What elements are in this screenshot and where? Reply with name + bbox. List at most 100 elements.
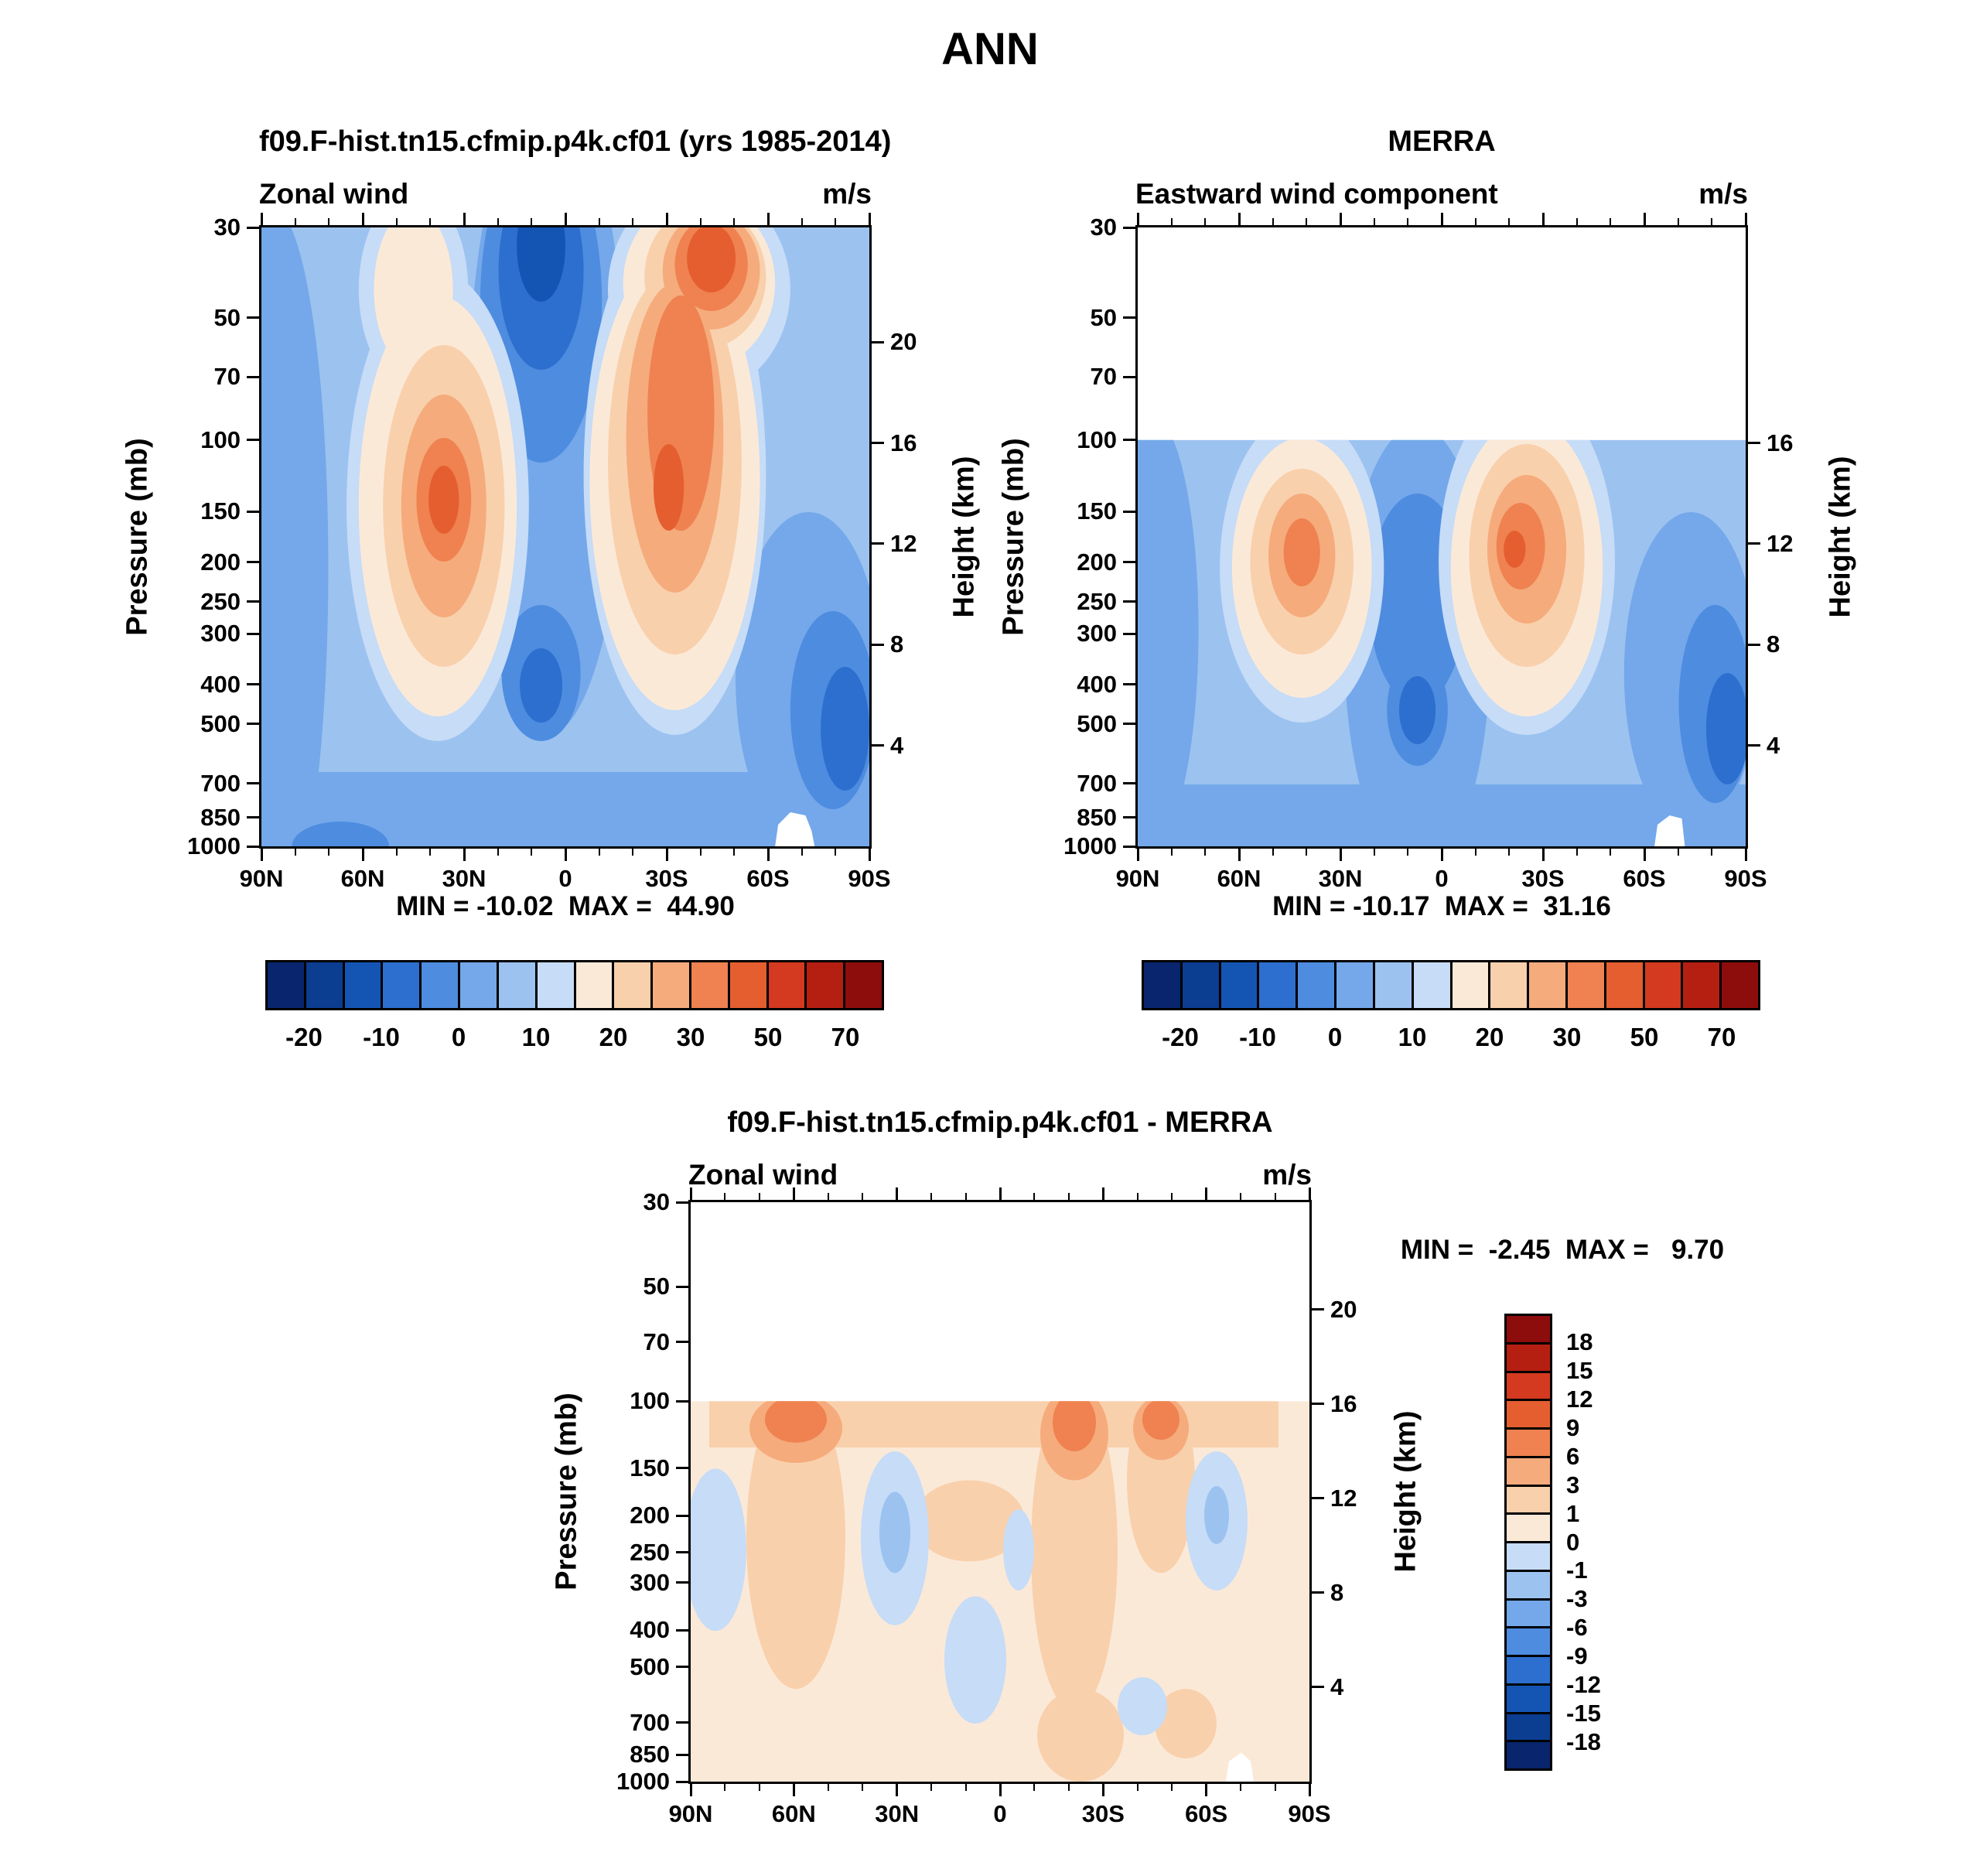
lat-tick-bottom [1610,849,1612,856]
pressure-tick [247,510,259,513]
lat-tick-bottom [835,849,837,856]
lat-tick-top [1240,1193,1242,1200]
height-tick-label: 12 [1767,529,1794,557]
pressure-tick-label: 1000 [1063,832,1117,859]
lat-tick-top [294,218,296,225]
lat-tick-bottom [1407,849,1409,856]
lat-tick-label: 60N [340,865,385,892]
height-tick-label: 12 [1330,1484,1357,1512]
merra-contour-field [1138,439,1746,846]
pressure-tick [1123,510,1135,513]
lat-tick-label: 60N [1217,865,1261,892]
lat-tick-bottom [689,1784,692,1796]
diff-min-max: MIN = -2.45 MAX = 9.70 [1400,1235,1725,1265]
merra-panel-title: MERRA [1388,125,1496,158]
lat-tick-bottom [999,1784,1002,1796]
merra-units-label: m/s [1698,178,1748,210]
colorbar-cell [1259,962,1299,1008]
colorbar-tick-label: 15 [1566,1356,1593,1384]
colorbar-tick-label: -20 [1162,1023,1199,1051]
pressure-tick-label: 150 [200,497,241,525]
lat-tick-bottom [896,1784,899,1796]
lat-tick-top [497,218,499,225]
lat-tick-bottom [1204,849,1207,856]
pressure-tick [1123,600,1135,603]
lat-tick-bottom [1474,849,1476,856]
colorbar-tick-label: 30 [676,1023,705,1051]
colorbar-cell [460,962,499,1008]
difference-colorbar-labels: 18 15 12 9 6 3 1 0 -1 -3 -6 -9 -12 -15 -18 [1566,1314,1651,1771]
lat-tick-top [1440,213,1443,225]
colorbar-tick-label: -15 [1566,1700,1601,1727]
pressure-tick [1123,439,1135,442]
lat-tick-bottom [1272,849,1274,856]
colorbar-tick-label: 10 [521,1023,551,1051]
pressure-tick-label: 250 [630,1538,670,1566]
lat-tick-label: 90S [1288,1800,1331,1827]
lat-tick-bottom [632,849,634,856]
pressure-tick-label: 300 [1077,620,1117,648]
colorbar-tick-label: 10 [1398,1023,1427,1051]
colorbar-tick-label: -10 [363,1023,400,1051]
colorbar-cell [1374,962,1414,1008]
lat-tick-bottom [1643,849,1646,861]
pressure-tick-label: 700 [200,769,241,797]
lat-tick-label: 90N [668,1800,713,1827]
lat-tick-label: 0 [1435,865,1449,892]
pressure-tick [247,600,259,603]
pressure-tick-label: 200 [1077,548,1117,576]
pressure-tick-label: 200 [200,548,241,576]
colorbar-tick-label: 18 [1566,1328,1593,1355]
figure-title: ANN [941,24,1039,74]
colorbar-tick-label: -9 [1566,1642,1588,1670]
colorbar-cell [1507,1714,1550,1743]
colorbar-tick-label: -10 [1239,1023,1276,1051]
lat-tick-bottom [792,1784,795,1796]
lat-tick-bottom [361,849,364,861]
lat-tick-bottom [964,1784,967,1791]
pressure-tick-label: 400 [200,670,241,698]
height-tick [872,542,884,545]
pressure-tick-label: 300 [630,1568,670,1596]
colorbar-tick-label: -18 [1566,1728,1601,1756]
merra-colorbar-labels: -20 -10 0 10 20 30 50 70 [1142,1023,1760,1054]
lat-tick-bottom [1308,1784,1311,1796]
lat-tick-top [766,213,770,225]
lat-tick-bottom [665,849,668,861]
colorbar-cell [1507,1600,1550,1629]
colorbar-cell [1507,1685,1550,1714]
lat-tick-label: 30N [442,865,486,892]
merra-subtitle-row: Eastward wind component m/s [1135,178,1748,210]
lat-tick-bottom [1238,849,1241,861]
lat-tick-top [1171,1193,1173,1200]
pressure-tick [676,1581,688,1584]
model-colorbar [265,960,884,1010]
pressure-tick-label: 850 [630,1741,670,1768]
lat-tick-top [1711,218,1713,225]
lat-tick-bottom [531,849,533,856]
lat-tick-top [733,218,736,225]
lat-tick-label: 0 [993,1800,1007,1827]
diff-panel-title: f09.F-hist.tn15.cfmip.p4k.cf01 - MERRA [727,1106,1273,1139]
lat-tick-top [1541,213,1545,225]
lat-tick-top [564,213,567,225]
height-tick [1312,1497,1324,1500]
colorbar-cell [1507,1430,1550,1458]
colorbar-tick-label: 50 [1630,1023,1659,1051]
lat-tick-top [758,1193,760,1200]
colorbar-tick-label: -6 [1566,1614,1588,1642]
lat-tick-top [1204,218,1207,225]
lat-tick-top [1373,218,1375,225]
pressure-tick [247,316,259,320]
pressure-tick [1123,845,1135,848]
pressure-tick [676,1285,688,1288]
merra-plot-area: 30 50 70 100 150 200 250 300 400 500 700 850 1000 16 1… [1063,213,1793,892]
model-pressure-axis-label: Pressure (mb) [121,438,154,636]
model-min-max: MIN = -10.02 MAX = 44.90 [396,891,735,921]
diff-contour-field [691,1401,1309,1782]
pressure-tick-label: 50 [213,303,241,331]
colorbar-tick-label: 1 [1566,1499,1580,1527]
lat-tick-bottom [1677,849,1679,856]
pressure-tick [1123,782,1135,785]
colorbar-cell [614,962,654,1008]
